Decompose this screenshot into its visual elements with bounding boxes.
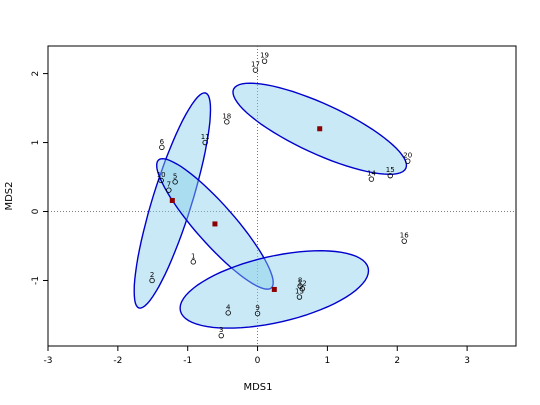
point-label: 2 — [150, 271, 154, 279]
group-ellipses — [133, 82, 408, 329]
point-label: 12 — [298, 279, 307, 287]
x-tick-label: 0 — [255, 356, 261, 366]
group-centroid-marker — [169, 197, 175, 203]
data-point — [149, 277, 155, 284]
data-point — [254, 310, 261, 317]
data-point — [261, 58, 268, 64]
data-point — [202, 139, 208, 146]
point-label: 9 — [255, 304, 259, 312]
group-centroid-marker — [317, 126, 323, 132]
point-label: 11 — [201, 133, 210, 141]
point-label: 16 — [400, 232, 409, 240]
point-label: 19 — [260, 52, 269, 60]
point-label: 7 — [167, 181, 171, 189]
data-point — [405, 158, 411, 164]
point-label: 15 — [386, 166, 395, 174]
x-axis: -3 -2 -1 0 1 2 3 — [44, 346, 470, 366]
point-label: 13 — [295, 288, 304, 296]
point-label: 4 — [226, 303, 231, 311]
data-point — [368, 176, 375, 182]
x-tick-label: -1 — [183, 356, 192, 366]
y-tick-label: 0 — [31, 208, 41, 214]
point-label: 18 — [222, 112, 231, 120]
x-tick-label: 1 — [325, 356, 331, 366]
y-tick-label: -1 — [31, 276, 41, 285]
point-label: 5 — [173, 172, 177, 180]
point-label: 17 — [251, 61, 260, 69]
y-tick-label: 2 — [31, 71, 41, 77]
x-tick-label: 3 — [464, 356, 470, 366]
point-label: 10 — [157, 171, 166, 179]
group-centroid-marker — [271, 286, 277, 292]
point-label: 1 — [191, 252, 195, 260]
group-centroids — [169, 126, 323, 292]
data-point — [166, 187, 172, 193]
x-tick-label: -3 — [44, 356, 53, 366]
data-point — [225, 310, 231, 316]
data-point — [299, 286, 305, 292]
data-point — [218, 332, 224, 339]
x-tick-label: -2 — [113, 356, 122, 366]
data-point — [224, 119, 230, 125]
point-label: 6 — [160, 138, 165, 146]
data-point — [387, 172, 393, 179]
plot-frame — [47, 45, 517, 347]
point-label: 14 — [367, 170, 376, 178]
x-tick-label: 2 — [394, 356, 400, 366]
x-axis-title: MDS1 — [243, 382, 272, 393]
y-tick-label: 1 — [31, 140, 41, 146]
point-label: 8 — [298, 277, 302, 285]
data-point — [158, 177, 164, 184]
group-centroid-marker — [212, 221, 218, 227]
y-axis: -1 0 1 2 — [31, 71, 48, 285]
y-axis-title: MDS2 — [4, 181, 15, 210]
data-point — [252, 67, 259, 73]
point-label: 20 — [403, 152, 412, 160]
data-point — [190, 259, 196, 265]
data-point — [401, 238, 407, 244]
data-point — [172, 179, 178, 185]
data-point — [159, 144, 165, 151]
data-point — [296, 294, 303, 300]
point-label: 3 — [219, 326, 223, 334]
